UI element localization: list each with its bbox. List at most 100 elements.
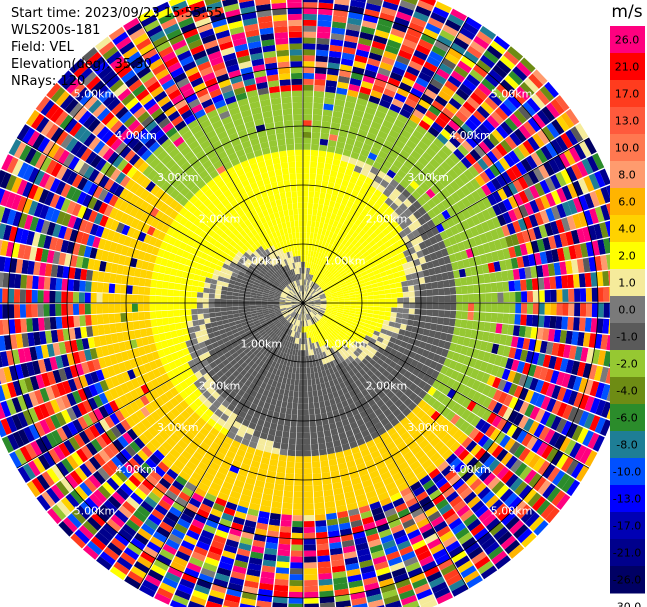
- velocity-gate: [67, 513, 82, 529]
- velocity-gate: [236, 365, 244, 374]
- velocity-gate: [202, 562, 218, 573]
- velocity-gate: [377, 104, 389, 114]
- velocity-gate: [398, 270, 406, 277]
- velocity-gate: [348, 228, 355, 236]
- velocity-gate: [80, 501, 95, 516]
- velocity-gate: [127, 570, 144, 584]
- velocity-gate: [478, 509, 493, 523]
- velocity-gate: [353, 109, 365, 118]
- velocity-gate: [33, 331, 41, 346]
- velocity-gate: [262, 559, 276, 567]
- velocity-gate: [365, 344, 373, 352]
- velocity-gate: [491, 303, 498, 313]
- velocity-gate: [199, 427, 210, 437]
- velocity-gate: [281, 339, 287, 347]
- velocity-gate: [568, 345, 577, 360]
- velocity-gate: [415, 103, 428, 115]
- velocity-gate: [319, 318, 325, 324]
- velocity-gate: [331, 295, 338, 299]
- velocity-gate: [52, 342, 61, 356]
- velocity-gate: [314, 407, 321, 415]
- velocity-gate: [582, 430, 595, 447]
- velocity-gate: [315, 179, 322, 187]
- velocity-gate: [403, 159, 414, 170]
- velocity-gate: [300, 326, 302, 333]
- velocity-gate: [215, 378, 224, 387]
- velocity-gate: [397, 481, 410, 492]
- velocity-gate: [347, 416, 356, 424]
- velocity-gate: [529, 391, 540, 406]
- velocity-gate: [285, 353, 290, 360]
- velocity-gate: [303, 96, 313, 103]
- velocity-gate: [481, 154, 494, 167]
- velocity-gate: [422, 393, 432, 403]
- velocity-gate: [481, 209, 492, 221]
- velocity-gate: [566, 479, 581, 497]
- velocity-gate: [383, 140, 394, 150]
- velocity-gate: [50, 329, 59, 343]
- velocity-gate: [362, 75, 375, 84]
- velocity-gate: [310, 372, 315, 380]
- velocity-gate: [320, 300, 327, 302]
- velocity-gate: [232, 516, 245, 526]
- velocity-gate: [527, 136, 540, 151]
- velocity-gate: [257, 594, 273, 603]
- velocity-gate: [364, 137, 375, 147]
- velocity-gate: [443, 255, 451, 265]
- velocity-gate: [365, 527, 378, 537]
- velocity-gate: [505, 473, 519, 488]
- velocity-gate: [195, 431, 206, 442]
- velocity-gate: [405, 139, 417, 150]
- velocity-gate: [382, 350, 390, 358]
- velocity-gate: [372, 344, 380, 351]
- velocity-gate: [229, 576, 245, 586]
- velocity-gate: [341, 179, 349, 188]
- velocity-gate: [587, 432, 600, 450]
- velocity-gate: [336, 290, 343, 294]
- velocity-gate: [510, 233, 520, 246]
- velocity-gate: [303, 332, 305, 339]
- velocity-gate: [455, 188, 466, 200]
- velocity-gate: [220, 413, 230, 422]
- velocity-gate: [355, 311, 362, 315]
- velocity-gate: [287, 372, 292, 379]
- velocity-gate: [370, 430, 380, 440]
- velocity-gate: [307, 385, 313, 392]
- velocity-gate: [349, 346, 356, 353]
- velocity-gate: [589, 190, 600, 207]
- velocity-gate: [459, 327, 467, 337]
- velocity-gate: [600, 334, 609, 350]
- velocity-gate: [338, 332, 345, 339]
- velocity-gate: [490, 312, 498, 323]
- velocity-gate: [331, 293, 338, 297]
- velocity-gate: [158, 333, 167, 342]
- velocity-gate: [314, 285, 320, 291]
- velocity-gate: [348, 369, 355, 377]
- velocity-gate: [452, 93, 466, 106]
- velocity-gate: [304, 562, 317, 569]
- velocity-gate: [330, 213, 337, 221]
- velocity-gate: [179, 390, 189, 400]
- velocity-gate: [295, 367, 300, 374]
- velocity-gate: [342, 149, 352, 157]
- velocity-gate: [398, 329, 406, 336]
- velocity-gate: [304, 574, 318, 581]
- velocity-gate: [491, 251, 499, 262]
- velocity-gate: [410, 87, 424, 99]
- velocity-gate: [350, 276, 357, 282]
- velocity-gate: [303, 308, 305, 315]
- velocity-gate: [370, 46, 384, 56]
- velocity-gate: [446, 378, 456, 388]
- velocity-gate: [262, 389, 270, 397]
- velocity-gate: [404, 33, 420, 44]
- velocity-gate: [195, 407, 205, 417]
- velocity-gate: [157, 445, 169, 457]
- velocity-gate: [348, 262, 356, 269]
- velocity-gate: [368, 95, 381, 105]
- velocity-gate: [250, 416, 259, 425]
- velocity-gate: [232, 310, 239, 315]
- velocity-gate: [486, 193, 498, 206]
- velocity-gate: [288, 591, 303, 598]
- velocity-gate: [168, 506, 183, 518]
- velocity-gate: [169, 387, 179, 397]
